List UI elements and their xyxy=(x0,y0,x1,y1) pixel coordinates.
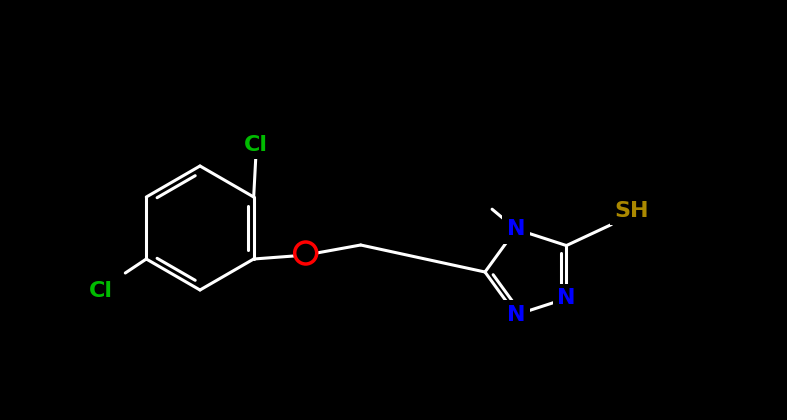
Text: N: N xyxy=(557,289,575,308)
Text: N: N xyxy=(507,305,526,325)
Text: Cl: Cl xyxy=(244,135,268,155)
Text: Cl: Cl xyxy=(89,281,113,301)
Text: N: N xyxy=(507,219,526,239)
Text: SH: SH xyxy=(614,200,648,221)
